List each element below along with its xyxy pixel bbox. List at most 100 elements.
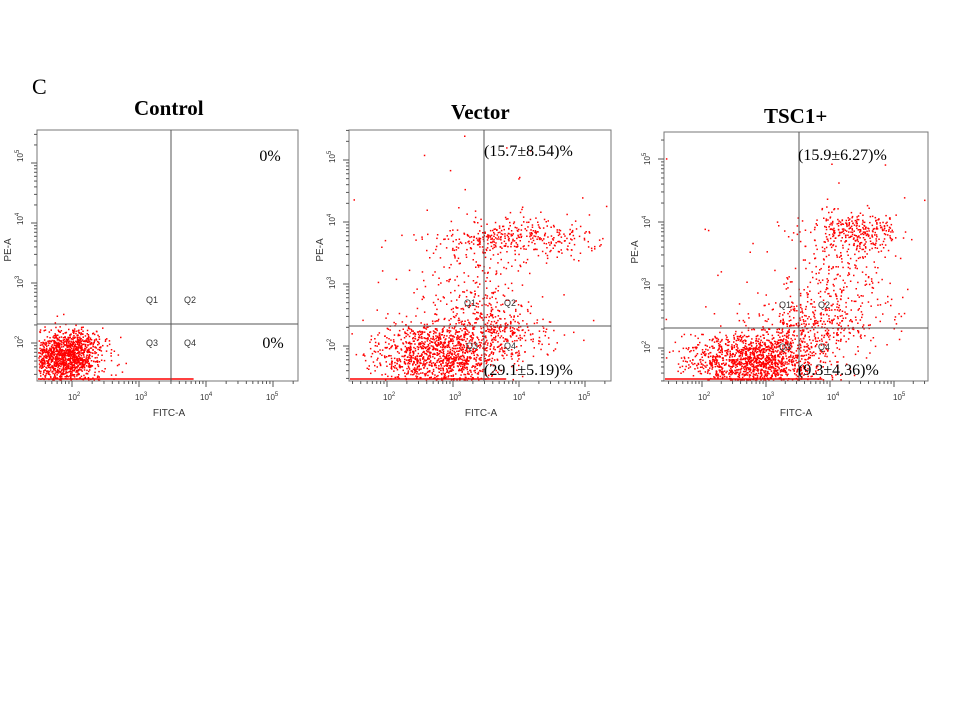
event-dot <box>388 343 390 345</box>
event-dot <box>731 360 734 362</box>
event-dot <box>747 367 749 369</box>
event-dot <box>484 335 486 338</box>
event-dot <box>680 372 682 374</box>
event-dot <box>412 368 415 371</box>
event-dot <box>41 362 43 364</box>
event-dot <box>438 358 440 360</box>
event-dot <box>57 341 59 344</box>
event-dot <box>511 333 514 335</box>
event-dot <box>804 366 806 368</box>
event-dot <box>88 370 90 373</box>
event-dot <box>418 343 420 346</box>
event-dot <box>53 363 55 366</box>
event-dot <box>811 354 814 357</box>
event-dot <box>39 331 42 334</box>
event-dot <box>446 370 449 373</box>
event-dot <box>811 375 813 377</box>
event-dot <box>81 364 83 366</box>
event-dot <box>715 362 718 365</box>
event-dot <box>461 339 464 342</box>
event-dot <box>547 337 550 339</box>
event-dot <box>455 306 457 309</box>
event-dot <box>44 343 46 345</box>
event-dot <box>784 363 786 365</box>
event-dot <box>396 362 398 365</box>
event-dot <box>80 375 83 378</box>
event-dot <box>391 362 393 365</box>
event-dot <box>797 368 799 370</box>
event-dot <box>495 246 497 248</box>
event-dot <box>794 363 796 365</box>
event-dot <box>402 369 404 372</box>
event-dot <box>44 326 46 328</box>
event-dot <box>439 257 442 259</box>
event-dot <box>63 355 66 358</box>
event-dot <box>728 369 731 372</box>
event-dot <box>462 307 464 310</box>
event-dot <box>767 339 770 342</box>
event-dot <box>789 369 792 372</box>
event-dot <box>773 345 776 348</box>
event-dot <box>70 333 72 335</box>
event-dot <box>75 346 78 348</box>
event-dot <box>711 362 713 364</box>
event-dot <box>56 339 59 341</box>
event-dot <box>573 331 575 334</box>
event-dot <box>573 243 576 246</box>
event-dot <box>793 317 795 319</box>
event-dot <box>445 362 447 364</box>
event-dot <box>451 363 454 365</box>
event-dot <box>721 367 724 369</box>
event-dot <box>422 364 424 367</box>
event-dot <box>775 374 778 376</box>
event-dot <box>548 241 550 244</box>
event-dot <box>39 344 42 346</box>
event-dot <box>442 348 445 351</box>
event-dot <box>579 225 582 228</box>
event-dot <box>766 377 769 379</box>
event-dot <box>452 247 454 250</box>
event-dot <box>755 340 758 342</box>
event-dot <box>79 345 81 347</box>
event-dot <box>571 224 573 226</box>
event-dot <box>90 341 93 344</box>
event-dot <box>553 226 555 228</box>
event-dot <box>72 338 74 340</box>
event-dot <box>543 218 546 221</box>
event-dot <box>521 206 524 208</box>
event-dot <box>731 356 734 358</box>
event-dot <box>486 295 489 297</box>
event-dot <box>87 341 89 343</box>
event-dot <box>787 344 789 346</box>
event-dot <box>473 252 476 255</box>
event-dot <box>442 345 444 348</box>
event-dot <box>65 358 67 360</box>
event-dot <box>427 374 429 377</box>
event-dot <box>401 234 403 237</box>
x-tick-label: 104 <box>200 392 213 402</box>
event-dot <box>588 214 591 216</box>
event-dot <box>832 234 835 237</box>
event-dot <box>418 336 420 339</box>
event-dot <box>110 359 113 362</box>
event-dot <box>419 358 421 360</box>
event-dot <box>519 240 521 242</box>
event-dot <box>739 371 742 373</box>
event-dot <box>696 346 698 349</box>
event-dot <box>435 344 438 346</box>
event-dot <box>87 341 90 343</box>
event-dot <box>742 342 745 344</box>
event-dot <box>416 368 419 370</box>
event-dot <box>715 358 717 361</box>
event-dot <box>830 363 833 366</box>
event-dot <box>779 339 781 342</box>
event-dot <box>456 350 458 353</box>
event-dot <box>575 228 578 230</box>
event-dot <box>509 221 511 224</box>
event-dot <box>477 354 479 357</box>
event-dot <box>82 365 85 367</box>
event-dot <box>410 342 412 345</box>
event-dot <box>511 353 514 356</box>
event-dot <box>794 365 796 367</box>
event-dot <box>438 365 440 367</box>
